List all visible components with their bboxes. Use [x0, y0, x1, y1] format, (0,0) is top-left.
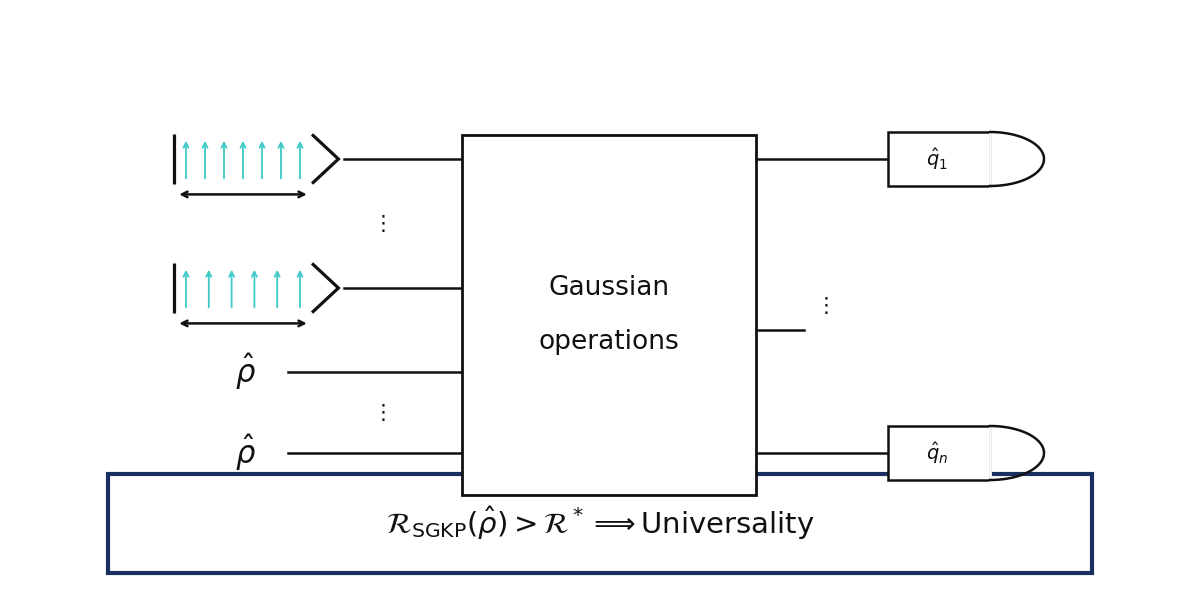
FancyBboxPatch shape	[888, 132, 990, 186]
Text: Gaussian: Gaussian	[548, 275, 670, 301]
Text: $\hat{q}_n$: $\hat{q}_n$	[926, 440, 948, 466]
Text: $\vdots$: $\vdots$	[372, 213, 386, 234]
Text: $\vdots$: $\vdots$	[372, 402, 386, 423]
Text: $\hat{q}_1$: $\hat{q}_1$	[926, 146, 948, 172]
Text: $\mathcal{R}_{\mathrm{SGKP}}(\hat{\rho}) > \mathcal{R}^* \Longrightarrow \mathrm: $\mathcal{R}_{\mathrm{SGKP}}(\hat{\rho})…	[385, 505, 815, 542]
Text: $\hat{\rho}$: $\hat{\rho}$	[235, 352, 257, 392]
FancyBboxPatch shape	[108, 474, 1092, 573]
FancyBboxPatch shape	[888, 426, 990, 480]
Text: $\hat{\rho}$: $\hat{\rho}$	[235, 433, 257, 473]
FancyBboxPatch shape	[462, 135, 756, 495]
Text: operations: operations	[539, 329, 679, 355]
Text: $\vdots$: $\vdots$	[815, 295, 829, 317]
